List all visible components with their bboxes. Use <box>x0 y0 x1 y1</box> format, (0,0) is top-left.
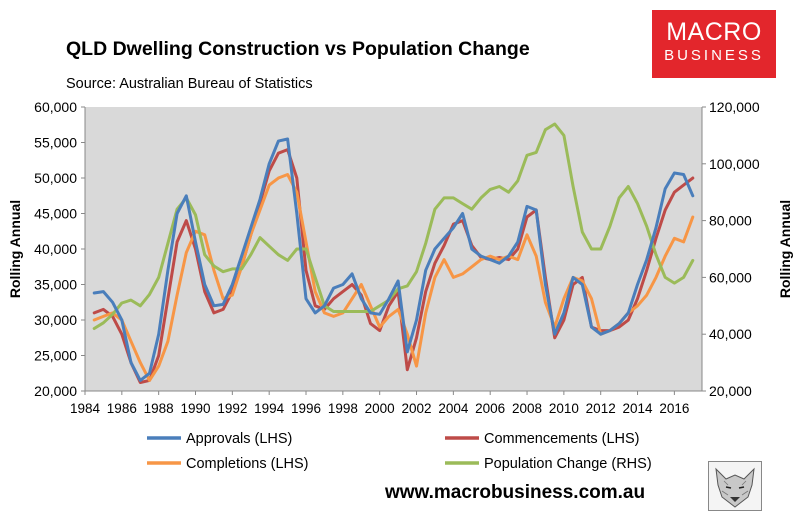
x-tick-label: 2012 <box>586 401 616 416</box>
x-tick-label: 1986 <box>107 401 137 416</box>
x-tick-label: 1990 <box>180 401 210 416</box>
chart-title: QLD Dwelling Construction vs Population … <box>66 38 530 60</box>
y-left-tick-label: 35,000 <box>34 277 77 293</box>
y-left-tick-label: 40,000 <box>34 241 77 257</box>
y-left-tick-label: 45,000 <box>34 206 77 222</box>
y-left-axis-title: Rolling Annual <box>7 200 23 298</box>
y-right-tick-label: 60,000 <box>709 269 752 285</box>
y-right-axis-title: Rolling Annual <box>777 200 793 298</box>
y-right-tick-label: 120,000 <box>709 99 760 115</box>
logo-text-line1: MACRO <box>666 18 762 46</box>
x-tick-label: 2000 <box>365 401 395 416</box>
y-left-tick-label: 60,000 <box>34 99 77 115</box>
x-tick-label: 2006 <box>475 401 505 416</box>
series-line-approvals-lhs <box>92 137 695 382</box>
x-tick-label: 2004 <box>438 401 469 416</box>
legend-label: Approvals (LHS) <box>186 431 292 447</box>
x-tick-label: 1998 <box>328 401 358 416</box>
x-tick-label: 1992 <box>217 401 247 416</box>
legend-label: Completions (LHS) <box>186 456 309 472</box>
x-tick-label: 1996 <box>291 401 321 416</box>
y-left-tick-label: 50,000 <box>34 170 77 186</box>
x-tick-label: 2016 <box>659 401 689 416</box>
y-left-tick-label: 55,000 <box>34 135 77 151</box>
x-tick-label: 2008 <box>512 401 542 416</box>
x-tick-label: 2010 <box>549 401 579 416</box>
y-right-tick-label: 20,000 <box>709 383 752 399</box>
legend-label: Commencements (LHS) <box>484 431 640 447</box>
y-right-tick-label: 100,000 <box>709 156 760 172</box>
series-line-population-change-rhs <box>92 122 695 330</box>
x-tick-label: 2002 <box>401 401 431 416</box>
y-left-tick-label: 25,000 <box>34 348 77 364</box>
x-tick-label: 1994 <box>254 401 285 416</box>
logo-text-line2: BUSINESS <box>664 47 764 64</box>
wolf-mascot-icon <box>708 461 762 511</box>
y-left-tick-label: 30,000 <box>34 312 77 328</box>
legend-label: Population Change (RHS) <box>484 456 652 472</box>
x-tick-label: 2014 <box>623 401 654 416</box>
chart-subtitle: Source: Australian Bureau of Statistics <box>66 76 313 92</box>
y-left-tick-label: 20,000 <box>34 383 77 399</box>
website-url: www.macrobusiness.com.au <box>385 482 646 503</box>
plot-area <box>85 107 702 391</box>
x-tick-label: 1988 <box>144 401 174 416</box>
y-right-tick-label: 40,000 <box>709 326 752 342</box>
y-right-tick-label: 80,000 <box>709 213 752 229</box>
macrobusiness-logo: MACRO BUSINESS <box>652 10 776 78</box>
x-tick-label: 1984 <box>70 401 101 416</box>
